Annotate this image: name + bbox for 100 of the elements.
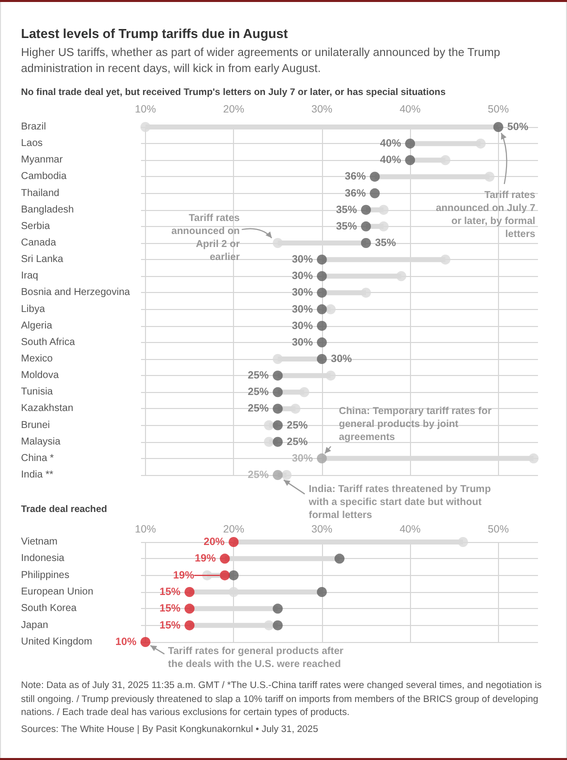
data-label: 30%	[292, 270, 314, 282]
y-tick-label: Philippines	[21, 570, 70, 581]
point	[290, 404, 300, 414]
point	[282, 470, 292, 480]
annotation: Tariff rates announced on July 7 or later, by formal letters	[434, 189, 536, 241]
y-tick-label: Moldova	[21, 370, 60, 382]
x-tick-label: 50%	[488, 524, 509, 536]
data-label: 30%	[292, 320, 314, 332]
y-tick-label: Canada	[21, 238, 56, 248]
annotation: India: Tariff rates threatened by Trump with a specific start date but without formal letters	[308, 483, 492, 522]
data-label: 40%	[380, 138, 402, 150]
point	[299, 387, 310, 398]
y-tick-label: Sri Lanka	[21, 254, 64, 266]
y-tick-label: Tunisia	[21, 386, 54, 398]
point	[272, 436, 283, 447]
data-label: 19%	[173, 569, 195, 582]
data-label: 25%	[248, 386, 270, 398]
point	[528, 453, 539, 464]
point	[440, 254, 450, 265]
point	[272, 370, 283, 381]
x-tick-label: 30%	[311, 104, 332, 116]
point	[316, 320, 327, 331]
text: Trade deal reached	[21, 504, 108, 516]
data-label: 10%	[115, 636, 138, 648]
point	[272, 620, 283, 630]
point	[360, 288, 371, 298]
data-label: 30%	[330, 353, 353, 365]
chart-subtitle: Higher US tariffs, whether as part of wider agreements or unilaterally announced by the Trump administration in recent days, will kick in from early August.	[21, 46, 502, 77]
y-tick-label: Malaysia	[21, 436, 61, 448]
y-tick-label: Mexico	[21, 354, 54, 364]
point	[316, 271, 327, 282]
point	[184, 587, 195, 597]
point	[220, 570, 230, 580]
y-tick-label: South Korea	[21, 603, 78, 614]
data-label: 35%	[374, 237, 397, 249]
data-label: 25%	[248, 370, 270, 382]
point	[272, 404, 283, 414]
point	[360, 204, 371, 215]
data-label: 35%	[336, 220, 358, 232]
point	[316, 337, 327, 348]
data-label: 19%	[194, 552, 216, 565]
data-label: 40%	[380, 154, 402, 166]
y-tick-label: Libya	[21, 304, 46, 315]
point	[440, 155, 450, 166]
point	[316, 587, 327, 597]
annotation: China: Temporary tariff rates for general products by joint agreements	[338, 405, 492, 444]
data-label: 30%	[292, 336, 314, 348]
point	[458, 537, 468, 547]
data-label: 36%	[344, 170, 366, 183]
point	[228, 537, 239, 547]
x-tick-label: 30%	[311, 524, 332, 536]
point	[228, 587, 239, 597]
point	[272, 604, 283, 614]
y-tick-label: Cambodia	[21, 171, 68, 182]
point	[405, 155, 416, 166]
text: Note: Data as of July 31, 2025 11:35 a.m. GMT / *The U.S.-China tariff rates were changed several times, and negotiation is still ongoing. / Trump previously threatened to slap a 10% tariff on imports from members of the BRICS group of developing nations. / Each trade deal has various exclusions for certain types of products.	[21, 679, 543, 720]
point	[316, 304, 327, 314]
point	[326, 370, 336, 381]
x-tick-label: 50%	[488, 104, 509, 116]
data-label: 25%	[286, 419, 308, 432]
point	[476, 138, 486, 149]
x-tick-label: 10%	[134, 524, 156, 536]
point	[228, 570, 239, 580]
y-tick-label: Indonesia	[21, 553, 65, 564]
point	[264, 436, 274, 447]
point	[272, 238, 283, 248]
point	[378, 221, 389, 232]
y-tick-label: China *	[21, 452, 54, 464]
y-tick-label: Serbia	[21, 220, 50, 232]
point	[378, 204, 389, 215]
point	[334, 554, 344, 564]
annotation: Tariff rates for general products after the deals with the U.S. were reached	[168, 645, 344, 671]
point	[316, 288, 327, 298]
annotation: Tariff rates announced on April 2 or earlier	[170, 212, 240, 264]
y-tick-label: Algeria	[21, 320, 53, 332]
point	[272, 387, 283, 398]
y-tick-label: Bangladesh	[21, 204, 74, 216]
point	[220, 554, 230, 564]
text: No final trade deal yet, but received Trump's letters on July 7 or later, or has special situations	[21, 87, 447, 99]
y-tick-label: Thailand	[21, 188, 60, 199]
y-tick-label: India **	[21, 470, 54, 480]
point	[316, 354, 327, 364]
y-tick-label: Brunei	[21, 420, 50, 431]
y-tick-label: Laos	[21, 138, 43, 150]
y-tick-label: South Africa	[21, 336, 76, 348]
point	[370, 172, 380, 182]
x-tick-label: 40%	[400, 524, 421, 536]
data-label: 30%	[292, 303, 314, 316]
point	[184, 620, 195, 630]
y-tick-label: Brazil	[21, 122, 46, 132]
data-label: 20%	[204, 536, 226, 548]
x-tick-label: 40%	[400, 104, 421, 116]
source-note: Sources: The White House | By Pasit Kongkunakornkul • July 31, 2025	[21, 722, 320, 736]
x-tick-label: 20%	[223, 524, 244, 536]
data-label: 25%	[248, 469, 270, 481]
point	[316, 254, 327, 265]
point	[370, 188, 380, 198]
data-label: 15%	[160, 619, 182, 632]
y-tick-label: Iraq	[21, 270, 38, 282]
y-tick-label: Bosnia and Herzegovina	[21, 287, 130, 298]
